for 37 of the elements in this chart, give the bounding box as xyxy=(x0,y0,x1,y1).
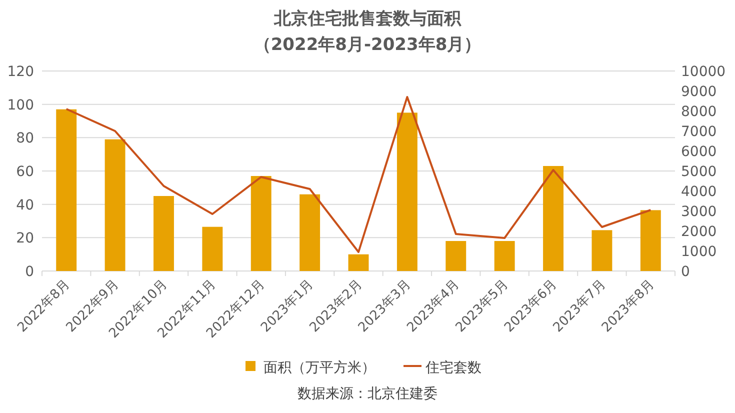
y2-tick-label: 5000 xyxy=(681,164,717,180)
y-tick-label: 40 xyxy=(16,197,34,214)
y-tick-label: 60 xyxy=(16,164,34,180)
bar xyxy=(300,194,320,271)
bar xyxy=(494,241,515,271)
bar xyxy=(446,241,466,271)
legend-label: 住宅套数 xyxy=(424,360,482,376)
bar xyxy=(592,230,612,271)
bar xyxy=(154,196,174,271)
chart-subtitle: （2022年8月-2023年8月） xyxy=(254,35,482,55)
y2-tick-label: 8000 xyxy=(681,104,717,120)
bar xyxy=(104,139,126,271)
bar xyxy=(396,112,418,271)
y2-tick-label: 6000 xyxy=(681,144,717,160)
bar xyxy=(543,166,564,271)
source-note: 数据来源：北京住建委 xyxy=(298,386,438,402)
bar xyxy=(250,176,272,271)
y2-tick-label: 2000 xyxy=(681,224,717,240)
bar xyxy=(202,226,223,271)
y-tick-label: 0 xyxy=(25,264,34,280)
bar xyxy=(348,254,369,271)
y-tick-label: 80 xyxy=(16,130,34,147)
y2-tick-label: 3000 xyxy=(681,204,717,220)
bar xyxy=(56,109,77,271)
y2-tick-label: 0 xyxy=(681,264,690,280)
bar xyxy=(640,210,661,271)
y2-tick-label: 10000 xyxy=(681,64,726,80)
y-tick-label: 120 xyxy=(7,64,34,80)
y2-tick-label: 9000 xyxy=(681,84,717,100)
legend-label: 面积（万平方米） xyxy=(264,360,376,376)
y2-tick-label: 7000 xyxy=(681,124,717,140)
y2-tick-label: 1000 xyxy=(681,244,717,260)
y-tick-label: 100 xyxy=(7,97,34,114)
line-series xyxy=(65,96,652,253)
y-tick-label: 20 xyxy=(16,230,34,247)
chart-title: 北京住宅批售套数与面积 xyxy=(273,9,462,29)
y2-tick-label: 4000 xyxy=(681,184,717,200)
